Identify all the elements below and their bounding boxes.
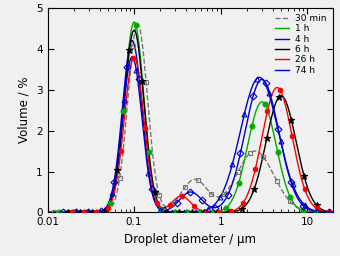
30 min <box>216 195 220 198</box>
Line: 30 min: 30 min <box>48 24 333 212</box>
26 h <box>331 211 335 214</box>
1 h <box>216 210 220 213</box>
6 h <box>280 94 284 98</box>
74 h <box>216 199 220 202</box>
74 h <box>130 55 134 58</box>
26 h <box>132 55 136 58</box>
1 h <box>184 211 188 214</box>
6 h <box>132 29 136 32</box>
4 h <box>280 146 284 150</box>
30 min <box>280 189 284 193</box>
Legend: 30 min, 1 h, 4 h, 6 h, 26 h, 74 h: 30 min, 1 h, 4 h, 6 h, 26 h, 74 h <box>270 12 329 77</box>
1 h <box>201 211 205 214</box>
26 h <box>216 211 220 214</box>
1 h <box>182 211 186 214</box>
1 h <box>325 211 329 214</box>
4 h <box>201 199 205 202</box>
4 h <box>130 39 134 42</box>
30 min <box>201 183 205 186</box>
6 h <box>184 211 188 214</box>
74 h <box>331 211 335 214</box>
30 min <box>135 23 139 26</box>
26 h <box>280 93 284 96</box>
Line: 26 h: 26 h <box>48 57 333 212</box>
26 h <box>201 210 205 213</box>
30 min <box>182 187 186 190</box>
6 h <box>331 211 335 214</box>
6 h <box>201 211 205 214</box>
1 h <box>331 211 335 214</box>
4 h <box>46 211 50 214</box>
6 h <box>216 211 220 214</box>
4 h <box>184 193 188 196</box>
74 h <box>46 211 50 214</box>
30 min <box>46 211 50 214</box>
4 h <box>216 205 220 208</box>
1 h <box>46 211 50 214</box>
Line: 74 h: 74 h <box>48 57 333 212</box>
26 h <box>46 211 50 214</box>
74 h <box>280 147 284 150</box>
74 h <box>201 209 205 212</box>
74 h <box>182 211 186 214</box>
4 h <box>325 211 329 214</box>
Y-axis label: Volume / %: Volume / % <box>18 77 31 143</box>
4 h <box>331 211 335 214</box>
Line: 6 h: 6 h <box>48 30 333 212</box>
4 h <box>182 194 186 197</box>
26 h <box>184 196 188 199</box>
74 h <box>325 211 329 214</box>
26 h <box>325 210 329 214</box>
30 min <box>184 185 188 188</box>
30 min <box>331 211 335 214</box>
1 h <box>280 171 284 174</box>
6 h <box>46 211 50 214</box>
Line: 1 h: 1 h <box>48 22 333 212</box>
X-axis label: Droplet diameter / μm: Droplet diameter / μm <box>124 233 256 246</box>
6 h <box>325 210 329 213</box>
30 min <box>325 211 329 214</box>
1 h <box>132 20 136 24</box>
26 h <box>182 195 186 198</box>
74 h <box>184 211 188 214</box>
Line: 4 h: 4 h <box>48 40 333 212</box>
6 h <box>182 211 186 214</box>
